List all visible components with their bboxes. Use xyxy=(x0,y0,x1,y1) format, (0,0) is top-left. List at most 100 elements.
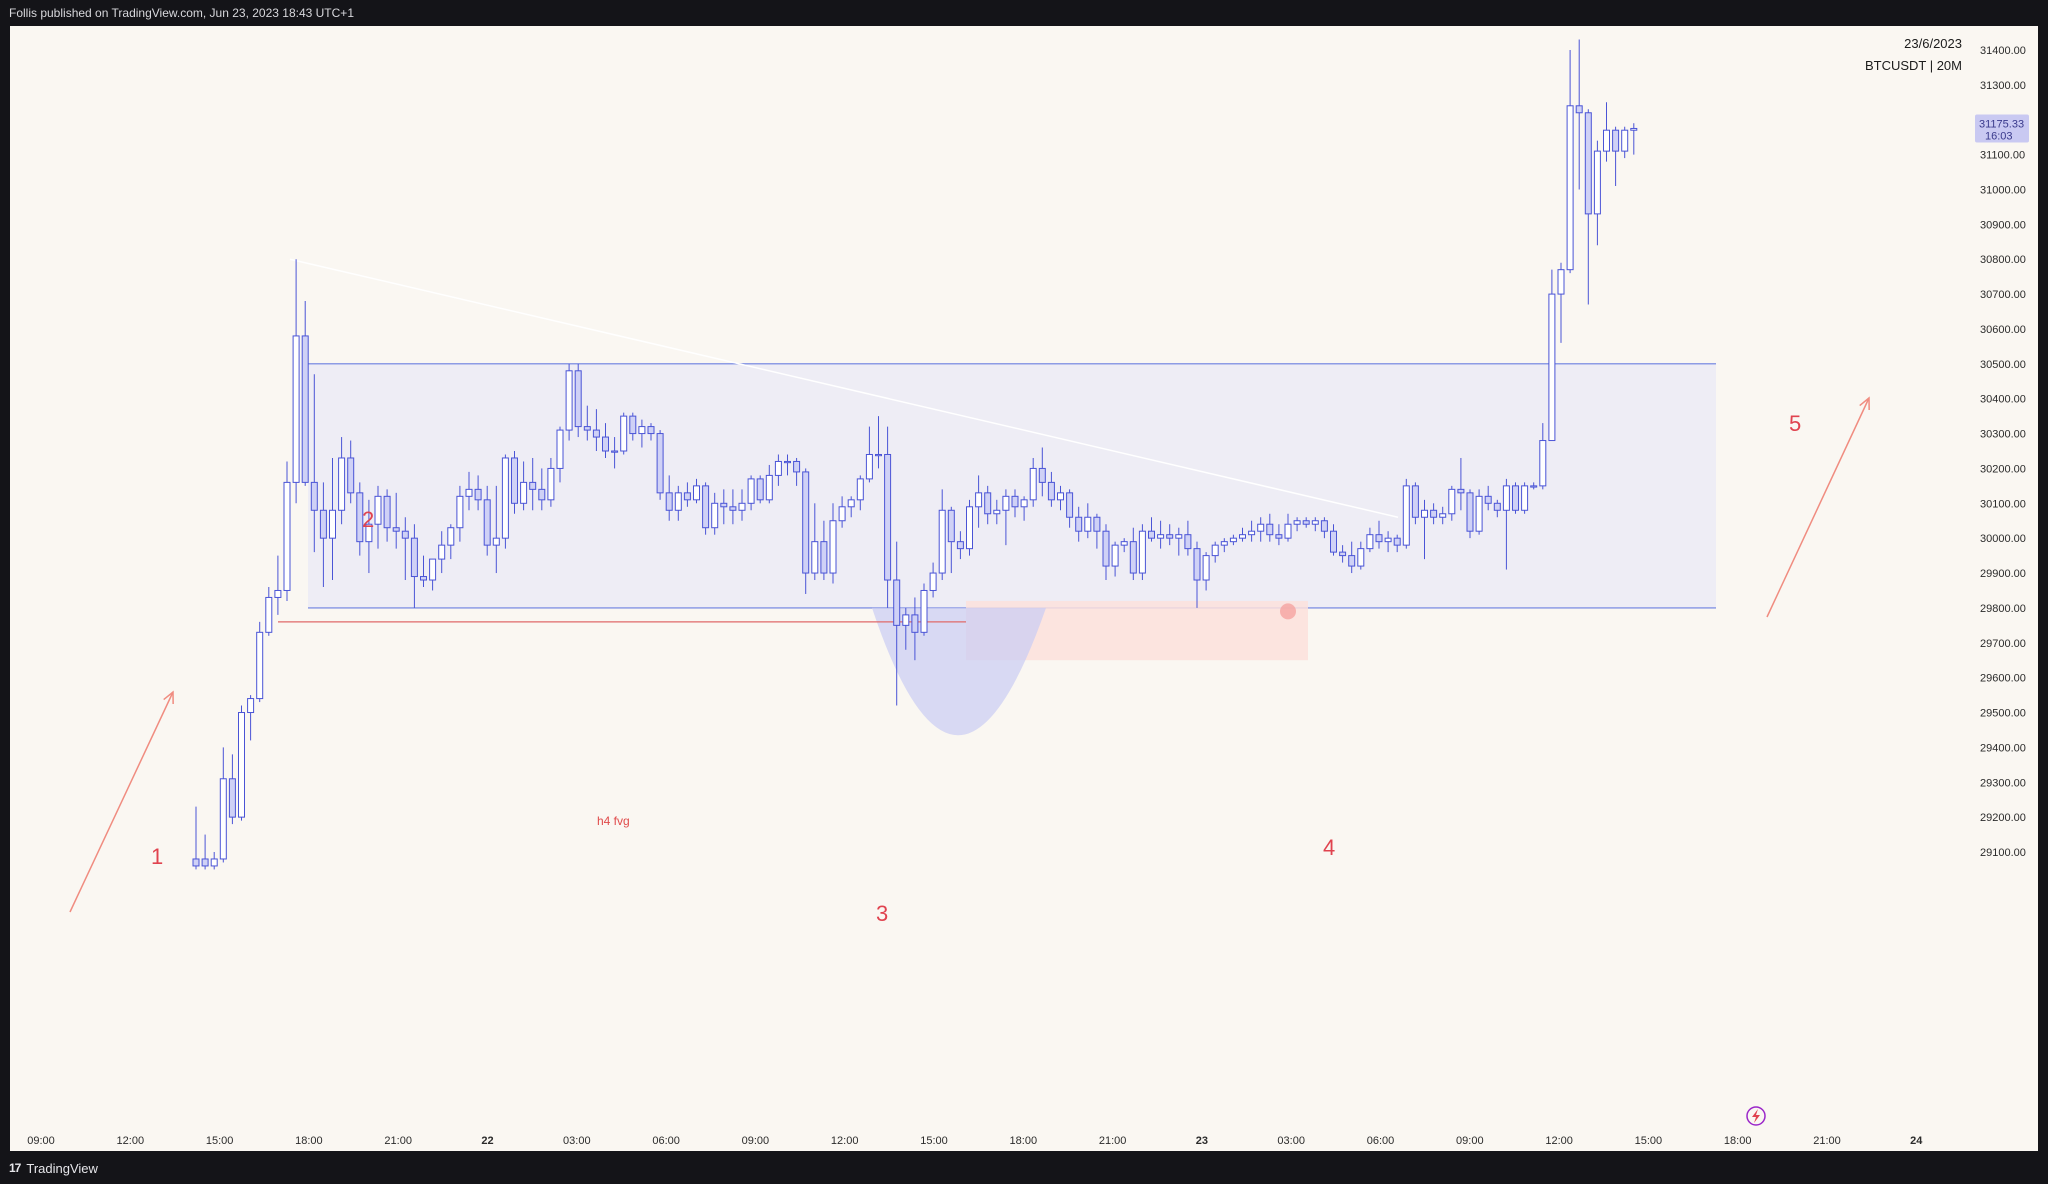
candle xyxy=(1366,527,1374,553)
candle-body xyxy=(1393,537,1401,546)
candle-body xyxy=(1348,555,1356,567)
candle xyxy=(1557,262,1565,343)
candle-body xyxy=(256,631,264,700)
candle-body xyxy=(1302,520,1310,525)
candle-body xyxy=(674,492,682,511)
x-tick-label: 18:00 xyxy=(1724,1135,1752,1147)
candle-body xyxy=(511,457,518,504)
candle-body xyxy=(1102,530,1110,567)
x-tick-label: 18:00 xyxy=(1010,1135,1038,1147)
candle-body xyxy=(975,492,983,508)
candle-body xyxy=(1157,534,1165,539)
candle-body xyxy=(538,488,546,501)
candle xyxy=(629,412,637,441)
candle-body xyxy=(1293,520,1301,525)
candle xyxy=(1184,520,1192,556)
candle xyxy=(1111,541,1119,577)
candle xyxy=(765,464,773,504)
candle xyxy=(774,454,782,486)
candle xyxy=(1448,485,1456,521)
candle-body xyxy=(829,520,837,574)
candle-body xyxy=(1038,467,1046,483)
candle-body xyxy=(1530,485,1538,488)
candle-body xyxy=(811,541,819,574)
candle-body xyxy=(1475,495,1483,532)
candle-body xyxy=(729,506,737,511)
candle-body xyxy=(1566,105,1574,271)
candle-body xyxy=(1584,112,1592,215)
candle-body xyxy=(1202,555,1210,581)
candle xyxy=(893,541,901,706)
candle-body xyxy=(1084,516,1092,532)
candle xyxy=(1593,140,1601,246)
candle-body xyxy=(1357,548,1365,567)
candle xyxy=(192,806,200,870)
candle xyxy=(1502,478,1510,570)
candle-body xyxy=(1138,530,1146,574)
candle-body xyxy=(720,502,728,508)
arrow-up-icon xyxy=(69,691,174,913)
candle-body xyxy=(993,509,1001,515)
candle-body xyxy=(656,433,664,494)
candle xyxy=(483,485,491,556)
y-tick-label: 29400.00 xyxy=(1980,742,2026,754)
candle xyxy=(1584,109,1592,305)
annotation-4: 4 xyxy=(1323,835,1335,860)
candle-body xyxy=(1539,440,1547,487)
candle xyxy=(319,482,327,587)
candle-body xyxy=(1548,293,1556,442)
y-tick-label: 29600.00 xyxy=(1980,673,2026,685)
candle-body xyxy=(365,523,373,543)
candle-body xyxy=(711,502,719,529)
candle-body xyxy=(492,537,500,546)
candle-body xyxy=(583,426,591,431)
price-axis[interactable]: 31400.0031300.0031200.0031100.0031000.00… xyxy=(1980,45,2026,859)
annotation-3: 3 xyxy=(876,901,888,926)
candle xyxy=(1157,520,1165,549)
y-tick-label: 31100.00 xyxy=(1980,150,2025,162)
candle xyxy=(865,426,873,483)
tradingview-brand[interactable]: TradingView xyxy=(26,1160,98,1176)
candle-body xyxy=(438,544,446,560)
candle xyxy=(947,506,955,574)
candle xyxy=(401,517,409,581)
candle xyxy=(1284,513,1292,542)
x-tick-label: 24 xyxy=(1910,1135,1923,1147)
candle xyxy=(529,457,537,511)
candle-body xyxy=(638,426,646,435)
chart-panel[interactable]: 31400.0031300.0031200.0031100.0031000.00… xyxy=(10,26,2038,1151)
candle xyxy=(847,496,855,518)
arrow-up-icon xyxy=(1766,397,1870,618)
candle-body xyxy=(1575,105,1583,114)
candle-body xyxy=(1229,537,1237,543)
candle xyxy=(1002,489,1010,546)
candle xyxy=(1075,506,1083,542)
candle-body xyxy=(465,488,473,497)
y-tick-label: 30000.00 xyxy=(1980,533,2026,545)
lightning-icon[interactable] xyxy=(1746,1106,1766,1126)
candle xyxy=(492,485,500,574)
candle xyxy=(1066,489,1074,528)
candle xyxy=(993,499,1001,525)
candle-body xyxy=(383,495,391,529)
candle-body xyxy=(1384,537,1392,543)
candle xyxy=(238,705,245,821)
candle-body xyxy=(1193,548,1201,581)
candle xyxy=(1539,423,1547,490)
time-axis[interactable]: 09:00 12:00 15:00 18:00 21:00 22 03:00 06:00 09:… xyxy=(27,1135,1923,1147)
candle xyxy=(1630,123,1638,155)
tradingview-logo[interactable]: 17 xyxy=(9,1161,21,1175)
candle-body xyxy=(1339,551,1347,557)
candle xyxy=(1011,489,1019,518)
candle xyxy=(1302,517,1310,528)
candle-body xyxy=(1011,495,1019,508)
y-tick-label: 29900.00 xyxy=(1980,568,2026,580)
candle xyxy=(956,531,964,560)
price-chart[interactable]: 31400.0031300.0031200.0031100.0031000.00… xyxy=(10,26,2038,1151)
y-tick-label: 30600.00 xyxy=(1980,324,2026,336)
trendline xyxy=(289,258,1399,518)
candle xyxy=(1220,538,1228,553)
candle-body xyxy=(1248,530,1256,536)
candle xyxy=(219,747,227,863)
candle xyxy=(1375,520,1383,549)
